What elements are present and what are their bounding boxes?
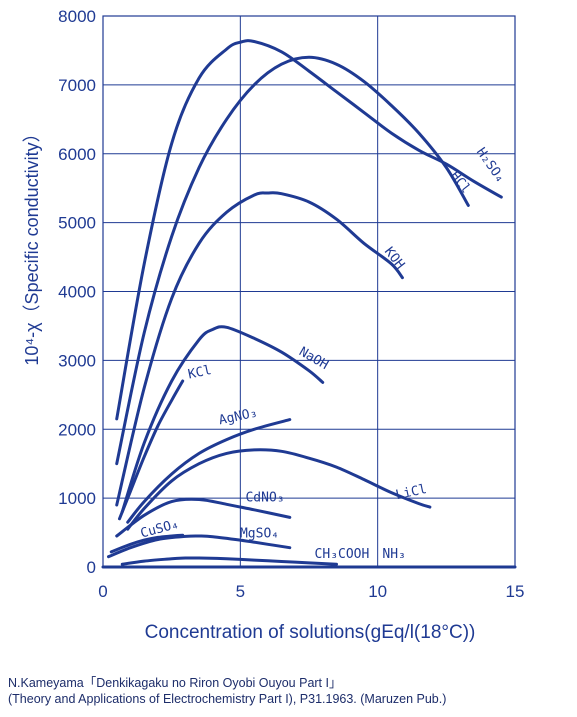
y-tick-label-6: 6000 bbox=[58, 145, 96, 164]
series-kcl-line bbox=[117, 379, 185, 521]
tick-labels: 0 5 10 15 0 1000 2000 3000 4000 5000 6000 7000 8000 bbox=[58, 7, 524, 601]
y-tick-label-2: 2000 bbox=[58, 420, 96, 439]
curve-label-7: CdNO₃ bbox=[245, 491, 284, 506]
source-caption-line1: N.Kameyama「Denkikagaku no Riron Oyobi Ou… bbox=[8, 676, 342, 690]
y-tick-label-3: 3000 bbox=[58, 351, 96, 370]
curve-label-5: AgNO₃ bbox=[218, 405, 259, 428]
series-agno3-line bbox=[126, 418, 292, 524]
curve-label-3: NaOH bbox=[296, 344, 331, 373]
y-axis-label: 10⁴-χ（Specific conductivity） bbox=[22, 124, 42, 365]
grid bbox=[102, 15, 516, 568]
curve-label-11: NH₃ bbox=[382, 547, 405, 562]
curve-label-9: MgSO₄ bbox=[240, 526, 279, 541]
curve-label-4: KCl bbox=[187, 363, 213, 383]
y-tick-label-8: 8000 bbox=[58, 7, 96, 26]
x-tick-label-3: 15 bbox=[506, 582, 525, 601]
series-cdno3-line bbox=[115, 497, 292, 538]
series-koh-line bbox=[115, 191, 404, 507]
y-tick-label-7: 7000 bbox=[58, 76, 96, 95]
series-ch3cooh-line bbox=[120, 556, 338, 566]
curve-label-0: H₂SO₄ bbox=[473, 145, 508, 186]
y-tick-label-4: 4000 bbox=[58, 283, 96, 302]
series-hcl-line bbox=[115, 55, 470, 466]
curve-label-2: KOH bbox=[381, 244, 407, 272]
curve-label-6: LiCl bbox=[394, 482, 428, 503]
curves bbox=[101, 39, 517, 569]
x-tick-label-1: 5 bbox=[236, 582, 245, 601]
y-tick-label-0: 0 bbox=[87, 558, 96, 577]
source-caption-line2: (Theory and Applications of Electrochemi… bbox=[8, 692, 447, 706]
x-tick-label-0: 0 bbox=[98, 582, 107, 601]
x-tick-label-2: 10 bbox=[368, 582, 387, 601]
x-axis-label: Concentration of solutions(gEq/l(18°C)) bbox=[145, 622, 476, 643]
series-licl-line bbox=[126, 448, 432, 531]
plot-frame bbox=[102, 15, 516, 568]
curve-label-10: CH₃COOH bbox=[315, 547, 370, 562]
y-tick-label-5: 5000 bbox=[58, 214, 96, 233]
series-naoh-line bbox=[120, 325, 325, 514]
series-cuso4-line bbox=[109, 533, 185, 554]
series-h2so4-line bbox=[115, 39, 503, 421]
plot-border bbox=[102, 15, 516, 568]
series-mgso4-line bbox=[106, 534, 292, 559]
y-tick-label-1: 1000 bbox=[58, 489, 96, 508]
conductivity-chart: 0 5 10 15010002000300040005000600070008000 … bbox=[22, 7, 524, 643]
